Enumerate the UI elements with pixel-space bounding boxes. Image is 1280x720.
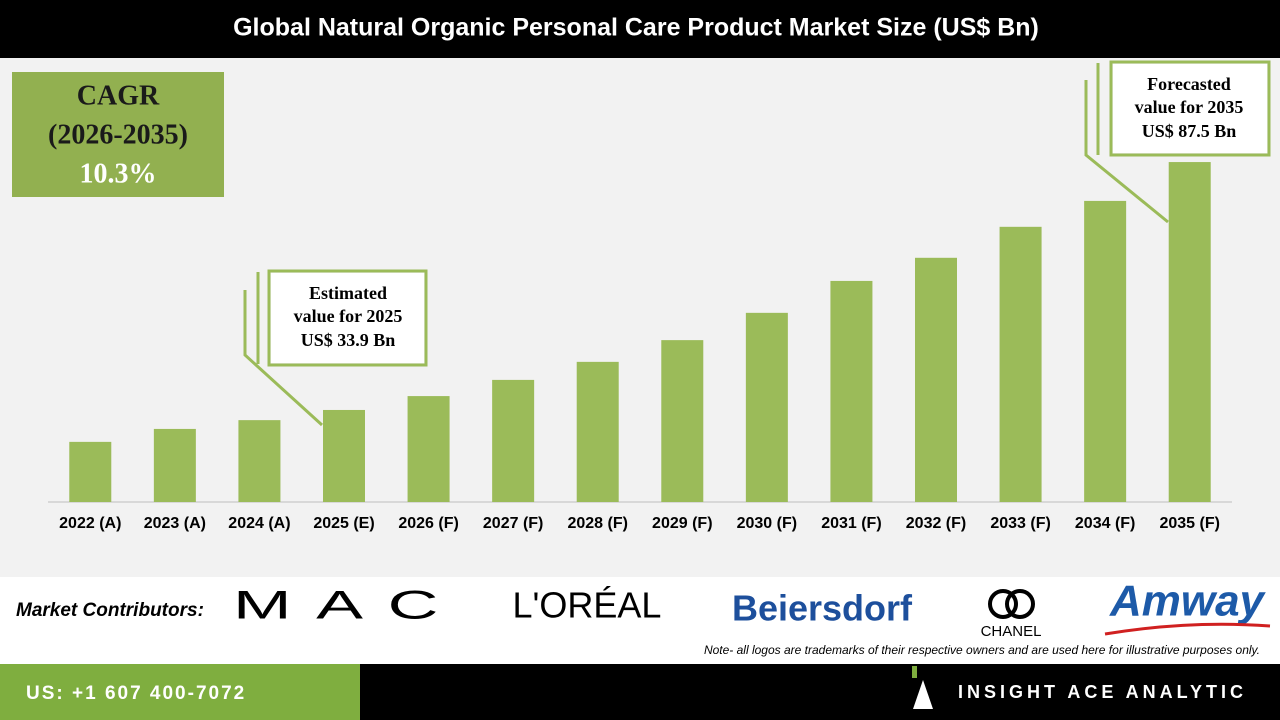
bar (1168, 162, 1211, 502)
bar (407, 396, 450, 502)
contributors-note: Note- all logos are trademarks of their … (704, 643, 1260, 657)
forecast-note: value for 2035 (1135, 97, 1244, 117)
x-tick-label: 2024 (A) (228, 515, 290, 532)
cagr-label: CAGR (77, 80, 160, 111)
bar (323, 409, 365, 502)
logo-mark (1005, 589, 1035, 619)
logo: L'ORÉAL (513, 585, 662, 626)
bar (745, 312, 788, 502)
cagr-box (12, 72, 224, 197)
logo: Amway (1109, 577, 1267, 626)
bar (238, 420, 281, 502)
callouts (243, 60, 1271, 427)
title-bar (0, 0, 1280, 58)
bar (69, 441, 112, 502)
x-tick-label: 2034 (F) (1075, 515, 1135, 532)
bar (153, 428, 196, 502)
x-tick-label: 2023 (A) (144, 515, 206, 532)
forecast-leader (1084, 80, 1169, 224)
x-tick-label: 2033 (F) (990, 515, 1050, 532)
x-tick-label: 2026 (F) (398, 515, 458, 532)
phone-bar (0, 664, 360, 720)
x-tick-label: 2025 (E) (313, 515, 374, 532)
logo: Beiersdorf (732, 588, 913, 629)
bar (1084, 200, 1127, 502)
bar (492, 379, 535, 502)
forecast-note: US$ 87.5 Bn (1142, 121, 1237, 141)
x-tick-label: 2022 (A) (59, 515, 121, 532)
x-tick-label: 2032 (F) (906, 515, 966, 532)
estimate-note: US$ 33.9 Bn (301, 330, 396, 350)
brand-bar (360, 664, 1280, 720)
logo-swoosh (1104, 622, 1271, 636)
bar (576, 361, 619, 502)
logo-mark (988, 589, 1018, 619)
brand-icon (913, 680, 933, 709)
chart-title: Global Natural Organic Personal Care Pro… (233, 14, 1039, 42)
logo: CHANEL (981, 623, 1042, 640)
x-tick-label: 2035 (F) (1159, 515, 1219, 532)
x-tick-label: 2027 (F) (483, 515, 543, 532)
x-tick-label: 2030 (F) (737, 515, 797, 532)
estimate-note: Estimated (309, 283, 387, 303)
estimate-box (267, 269, 428, 367)
forecast-fill (1113, 64, 1267, 153)
bar (915, 257, 957, 502)
estimate-leader (243, 290, 324, 427)
logo: MAC (233, 584, 463, 628)
forecast-box (1109, 60, 1271, 157)
x-tick-label: 2029 (F) (652, 515, 712, 532)
forecast-note: Forecasted (1147, 74, 1231, 94)
brand: INSIGHT ACE ANALYTIC (958, 682, 1247, 702)
estimate-fill (271, 273, 424, 363)
bar (999, 226, 1042, 502)
estimate-note: value for 2025 (294, 306, 403, 326)
cagr-value: 10.3% (80, 158, 157, 189)
contributors-label: Market Contributors: (16, 600, 204, 621)
bar (830, 280, 873, 502)
bar (661, 340, 704, 502)
brand-icon (912, 666, 917, 678)
x-tick-label: 2031 (F) (821, 515, 881, 532)
cagr-period: (2026-2035) (48, 119, 188, 150)
x-tick-label: 2028 (F) (567, 515, 627, 532)
phone: US: +1 607 400-7072 (26, 683, 246, 704)
